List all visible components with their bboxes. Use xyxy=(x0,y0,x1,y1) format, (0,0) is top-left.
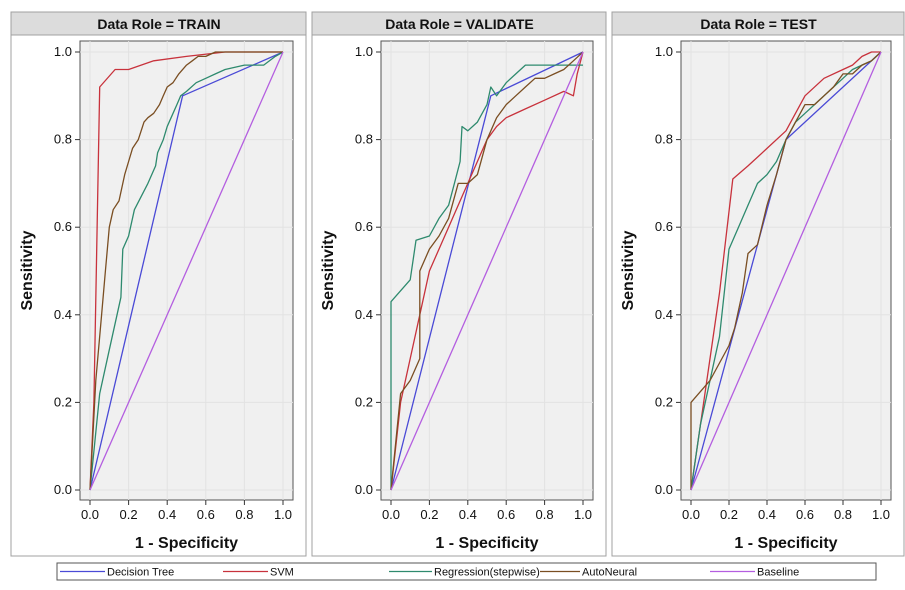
y-axis-label: Sensitivity xyxy=(19,230,36,310)
x-tick-label: 0.0 xyxy=(81,507,99,522)
x-tick-label: 1.0 xyxy=(274,507,292,522)
x-tick-label: 0.8 xyxy=(536,507,554,522)
chart-title: Data Role = VALIDATE xyxy=(385,16,533,32)
series-line-baseline xyxy=(690,51,882,491)
chart-panel-1: Data Role = VALIDATE 0.0 0.2 0.4 0.6 0.8 1.0 0.… xyxy=(311,11,607,557)
chart-panel-2: Data Role = TEST 0.0 0.2 0.4 0.6 0.8 1.0 0.0 0.2… xyxy=(611,11,905,557)
y-tick-label: 0.4 xyxy=(54,307,72,322)
y-tick-label: 0.0 xyxy=(54,482,72,497)
x-axis-label: 1 - Specificity xyxy=(734,535,837,552)
panel-header xyxy=(311,11,607,36)
chart-panel-0: Data Role = TRAIN 0.0 0.2 0.4 0.6 0.8 1.0 0.0 0.… xyxy=(10,11,307,557)
x-tick-label: 0.4 xyxy=(758,507,776,522)
series-line-baseline xyxy=(89,51,284,491)
y-tick-label: 1.0 xyxy=(355,44,373,59)
y-tick-label: 0.8 xyxy=(655,132,673,147)
series-line-autoneural xyxy=(89,51,283,491)
y-tick-label: 1.0 xyxy=(655,44,673,59)
legend-label: Decision Tree xyxy=(107,567,174,579)
y-tick-label: 1.0 xyxy=(54,44,72,59)
series-line-regression-stepwise xyxy=(89,51,284,491)
legend-label: SVM xyxy=(270,567,294,579)
x-tick-label: 1.0 xyxy=(872,507,890,522)
y-tick-label: 0.8 xyxy=(355,132,373,147)
x-tick-label: 0.2 xyxy=(720,507,738,522)
y-tick-label: 0.4 xyxy=(355,307,373,322)
y-tick-label: 0.6 xyxy=(355,219,373,234)
y-tick-label: 0.2 xyxy=(355,394,373,409)
chart-title: Data Role = TRAIN xyxy=(97,16,220,32)
y-tick-label: 0.2 xyxy=(54,394,72,409)
x-tick-label: 0.8 xyxy=(834,507,852,522)
x-tick-label: 0.2 xyxy=(420,507,438,522)
x-axis-label: 1 - Specificity xyxy=(135,535,238,552)
x-tick-label: 0.0 xyxy=(682,507,700,522)
x-axis-label: 1 - Specificity xyxy=(435,535,538,552)
panel-header xyxy=(611,11,905,36)
x-tick-label: 0.4 xyxy=(158,507,176,522)
x-tick-label: 0.0 xyxy=(382,507,400,522)
panel-header xyxy=(10,11,307,36)
y-tick-label: 0.0 xyxy=(655,482,673,497)
legend-label: Baseline xyxy=(757,567,799,579)
series-line-decision-tree xyxy=(89,51,284,491)
x-tick-label: 1.0 xyxy=(574,507,592,522)
x-tick-label: 0.6 xyxy=(497,507,515,522)
y-axis-label: Sensitivity xyxy=(320,230,337,310)
legend-label: AutoNeural xyxy=(582,567,637,579)
y-axis-label: Sensitivity xyxy=(620,230,637,310)
chart-title: Data Role = TEST xyxy=(700,16,817,32)
series-line-decision-tree xyxy=(390,51,584,491)
x-tick-label: 0.6 xyxy=(796,507,814,522)
y-tick-label: 0.6 xyxy=(54,219,72,234)
x-tick-label: 0.6 xyxy=(197,507,215,522)
x-tick-label: 0.8 xyxy=(235,507,253,522)
legend: Decision Tree SVM Regression(stepwise) Auto… xyxy=(56,562,877,581)
y-tick-label: 0.6 xyxy=(655,219,673,234)
x-tick-label: 0.4 xyxy=(459,507,477,522)
legend-box xyxy=(56,562,877,581)
series-line-autoneural xyxy=(390,51,584,491)
series-line-baseline xyxy=(390,51,584,491)
series-line-autoneural xyxy=(690,51,882,490)
series-line-regression-stepwise xyxy=(390,64,583,490)
y-tick-label: 0.8 xyxy=(54,132,72,147)
y-tick-label: 0.4 xyxy=(655,307,673,322)
x-tick-label: 0.2 xyxy=(120,507,138,522)
y-tick-label: 0.0 xyxy=(355,482,373,497)
y-tick-label: 0.2 xyxy=(655,394,673,409)
series-line-svm xyxy=(690,51,881,491)
legend-label: Regression(stepwise) xyxy=(434,567,540,579)
